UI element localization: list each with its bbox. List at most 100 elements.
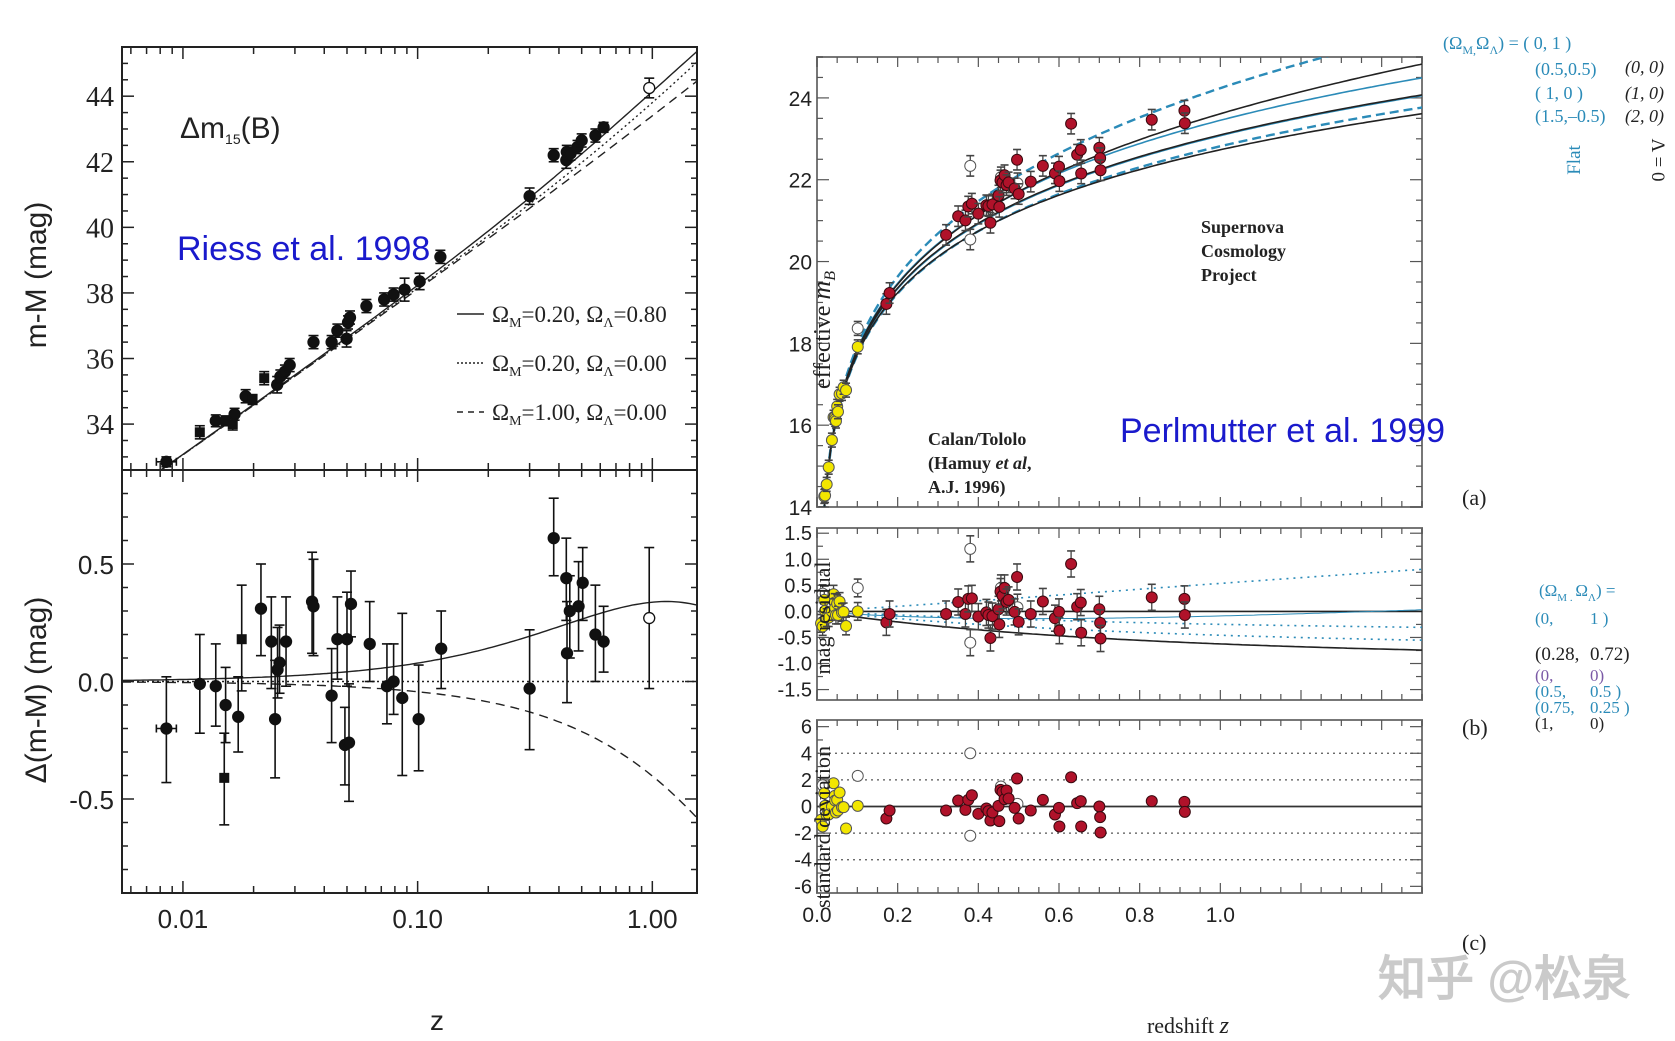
scp-sn-point-c — [1065, 771, 1078, 784]
y-tick-label: 20 — [789, 252, 812, 275]
perlmutter-title: Perlmutter et al. 1999 — [1120, 412, 1445, 450]
perlmutter-ylabel-a: effective mB — [807, 271, 839, 389]
scp-sn-point-b — [993, 618, 1006, 631]
x-tick-label: 1.00 — [627, 904, 678, 934]
y-tick-label: 2 — [801, 770, 812, 792]
y-tick-label: 14 — [789, 497, 813, 520]
y-tick-label: 0.5 — [78, 550, 114, 580]
residual-data-point — [643, 611, 656, 625]
cosmology-model-curve — [823, 112, 1422, 507]
scp-sn-point-a — [1024, 175, 1037, 188]
ylabel-a-m: m — [807, 281, 836, 300]
hubble-data-point — [434, 250, 447, 264]
hubble-data-point — [597, 121, 610, 134]
y-tick-label: -1.0 — [778, 654, 812, 676]
xlabel-z: z — [1219, 1013, 1230, 1039]
legend-b-row-a: (0, — [1535, 609, 1553, 628]
y-tick-label: 36 — [86, 345, 114, 376]
scp-line-2: Cosmology — [1201, 241, 1286, 261]
dm15-delta-m: Δm — [180, 112, 225, 145]
scp-sn-point-c — [1024, 804, 1037, 817]
perlmutter-panel-b: -1.5 -1.0 -0.5 0.0 0.5 1.0 1.5 — [778, 523, 1423, 702]
y-tick-label: 24 — [789, 88, 813, 111]
legend-a-flat-2: ( 1, 0 ) — [1535, 83, 1583, 104]
residual-model-curve — [818, 609, 1422, 620]
scp-sn-point-b — [1065, 557, 1078, 570]
scp-sn-point-b — [1053, 605, 1065, 618]
sub-m: M — [509, 365, 522, 380]
legend-label: ΩM=0.20, ΩΛ=0.00 — [492, 351, 667, 380]
scp-sn-point-c — [959, 803, 972, 816]
cosmology-model-curve — [823, 63, 1422, 507]
scp-sn-point-a — [984, 216, 997, 229]
hubble-data-point — [247, 394, 258, 405]
calan-tololo-sn-point-a — [851, 340, 864, 353]
x-tick-label: 0.0 — [802, 904, 831, 927]
scp-sn-point-c — [1178, 795, 1191, 808]
hubble-data-point — [228, 408, 241, 421]
scp-sn-point-a — [1145, 113, 1158, 126]
scp-sn-point-c — [940, 804, 953, 817]
y-tick-label: -0.5 — [69, 785, 114, 815]
scp-sn-point-b — [1002, 593, 1015, 606]
scp-sn-point-a — [1075, 167, 1088, 180]
scp-sn-point-c — [1094, 826, 1107, 839]
hubble-data-point — [575, 134, 588, 147]
riess-legend: ΩM=0.20, ΩΛ=0.80 ΩM=0.20, ΩΛ=0.00 ΩM=1.00,… — [457, 302, 667, 429]
calan-tololo-sn-point-a — [822, 461, 835, 474]
scp-sn-point-a — [1094, 164, 1107, 177]
scp-sn-point-a — [1178, 117, 1191, 130]
hubble-data-point — [194, 427, 205, 438]
scp-line-1: Supernova — [1201, 217, 1284, 237]
calan-tololo-sn-point-a — [820, 478, 833, 491]
scp-sn-point-a — [959, 214, 972, 227]
excluded-sn-point-a — [817, 509, 828, 520]
y-tick-label: -2 — [794, 823, 812, 845]
legend-label: ΩM=1.00, ΩΛ=0.00 — [492, 400, 667, 429]
residual-model-curve — [818, 610, 1422, 641]
legend-b-row-b: 0) — [1590, 666, 1604, 685]
calan-tololo-sn-point-b — [851, 605, 864, 618]
scp-sn-point-a — [1065, 117, 1078, 130]
legend-a-header: (ΩM,ΩΛ) = ( 0, 1 ) — [1443, 33, 1571, 57]
excluded-sn-point-b — [851, 581, 864, 594]
legend-a-flat-label: Flat — [1564, 145, 1585, 175]
x-tick-label: 0.10 — [392, 904, 443, 934]
sub-l: Λ — [603, 414, 614, 429]
residual-model-curve — [818, 568, 1422, 613]
scp-sn-point-c — [1008, 801, 1021, 814]
scp-sn-point-b — [1011, 570, 1024, 583]
scp-sn-point-a — [1053, 175, 1066, 188]
calan-line-3: A.J. 1996) — [928, 477, 1006, 498]
perlmutter-panel-c: 0.0 0.2 0.4 0.6 0.8 1.0 -6 -4 -2 0 2 4 6 — [794, 717, 1423, 927]
perlmutter-ylabel-b: mag residual — [810, 561, 835, 674]
legend-label: ΩM=0.20, ΩΛ=0.80 — [492, 302, 667, 331]
hubble-data-point — [360, 299, 373, 313]
cosmology-model-curve — [823, 57, 1330, 507]
excluded-sn-point-a — [851, 322, 864, 335]
residual-data-point — [273, 656, 286, 669]
excluded-sn-point-b — [964, 542, 977, 555]
scp-sn-point-a — [1011, 153, 1024, 166]
calan-tololo-sn-point-c — [833, 786, 846, 799]
residual-data-point — [435, 642, 448, 655]
y-tick-label: 1.0 — [784, 549, 812, 571]
mid: =0.20, Ω — [522, 302, 604, 327]
excluded-sn-point-c — [964, 829, 977, 842]
scp-sn-point-b — [1178, 609, 1191, 622]
residual-data-point — [193, 677, 206, 690]
post: =0.80 — [614, 302, 667, 327]
xlabel-redshift: redshift — [1147, 1013, 1220, 1038]
ylabel-a-text: effective — [810, 300, 836, 390]
scp-sn-point-c — [965, 789, 978, 802]
perlmutter-ylabel-c: standard deviation — [810, 746, 835, 908]
y-tick-label: 6 — [801, 717, 812, 739]
dm15-band: (B) — [241, 112, 281, 145]
residual-data-point — [268, 712, 282, 726]
hubble-data-point — [283, 358, 296, 372]
residual-data-point — [219, 698, 232, 712]
y-tick-label: 44 — [86, 82, 114, 113]
mid: =0.20, Ω — [522, 351, 604, 376]
panel-b-label: (b) — [1462, 715, 1488, 740]
scp-sn-point-b — [965, 592, 978, 605]
